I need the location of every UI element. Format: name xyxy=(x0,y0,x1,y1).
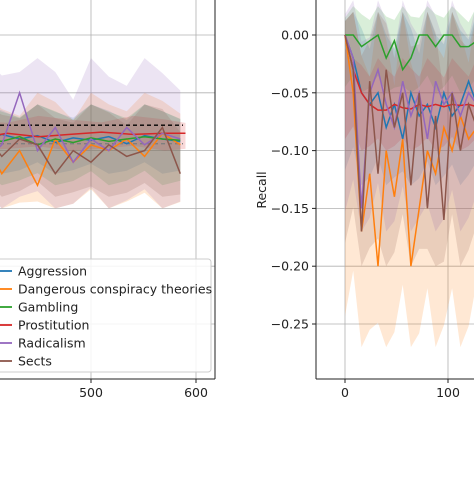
left-panel: 500 600 Aggression Dangerous conspiracy t… xyxy=(0,0,216,400)
legend: Aggression Dangerous conspiracy theories… xyxy=(0,258,212,373)
left-series-lines xyxy=(0,90,186,188)
series-line xyxy=(0,125,181,176)
y-tick-label: −0.10 xyxy=(271,143,309,158)
series-line xyxy=(0,90,181,164)
legend-label: Dangerous conspiracy theories xyxy=(18,282,212,297)
x-tick-label: 500 xyxy=(79,385,103,400)
legend-label: Sects xyxy=(18,354,52,369)
y-tick-label: 0.00 xyxy=(281,28,309,43)
confidence-band xyxy=(0,104,181,197)
series-line xyxy=(345,33,474,72)
confidence-band xyxy=(0,92,181,209)
legend-item-aggression: Aggression xyxy=(0,264,87,279)
series-line xyxy=(0,131,186,138)
y-tick-label: −0.05 xyxy=(271,85,309,100)
series-line xyxy=(0,132,181,188)
y-tick-label: −0.15 xyxy=(271,201,309,216)
legend-label: Prostitution xyxy=(18,318,89,333)
series-line xyxy=(344,34,474,232)
series-line xyxy=(0,135,181,146)
right-series-lines xyxy=(344,33,474,267)
left-x-ticks: 500 600 xyxy=(79,379,208,400)
x-tick-label: 0 xyxy=(341,385,349,400)
legend-label: Gambling xyxy=(18,300,78,315)
legend-label: Radicalism xyxy=(18,336,86,351)
legend-label: Aggression xyxy=(18,264,87,279)
legend-item-gambling: Gambling xyxy=(0,300,78,315)
series-line xyxy=(344,34,474,267)
y-tick-label: −0.20 xyxy=(271,259,309,274)
x-tick-label: 600 xyxy=(184,385,208,400)
right-y-ticks: 0.00 −0.05 −0.10 −0.15 −0.20 −0.25 xyxy=(271,28,316,332)
left-reference-lines xyxy=(0,124,183,145)
right-x-ticks: 0 100 xyxy=(341,379,460,400)
legend-item-dangerous-conspiracy-theories: Dangerous conspiracy theories xyxy=(0,282,212,297)
right-panel: 0.00 −0.05 −0.10 −0.15 −0.20 −0.25 0 100 Recal… xyxy=(254,0,474,400)
legend-item-prostitution: Prostitution xyxy=(0,318,89,333)
confidence-band xyxy=(345,11,474,267)
right-y-axis-label: Recall xyxy=(254,171,269,208)
y-tick-label: −0.25 xyxy=(271,317,309,332)
legend-box xyxy=(0,258,212,373)
legend-item-sects: Sects xyxy=(0,354,52,369)
legend-item-radicalism: Radicalism xyxy=(0,336,86,351)
x-tick-label: 100 xyxy=(436,385,460,400)
